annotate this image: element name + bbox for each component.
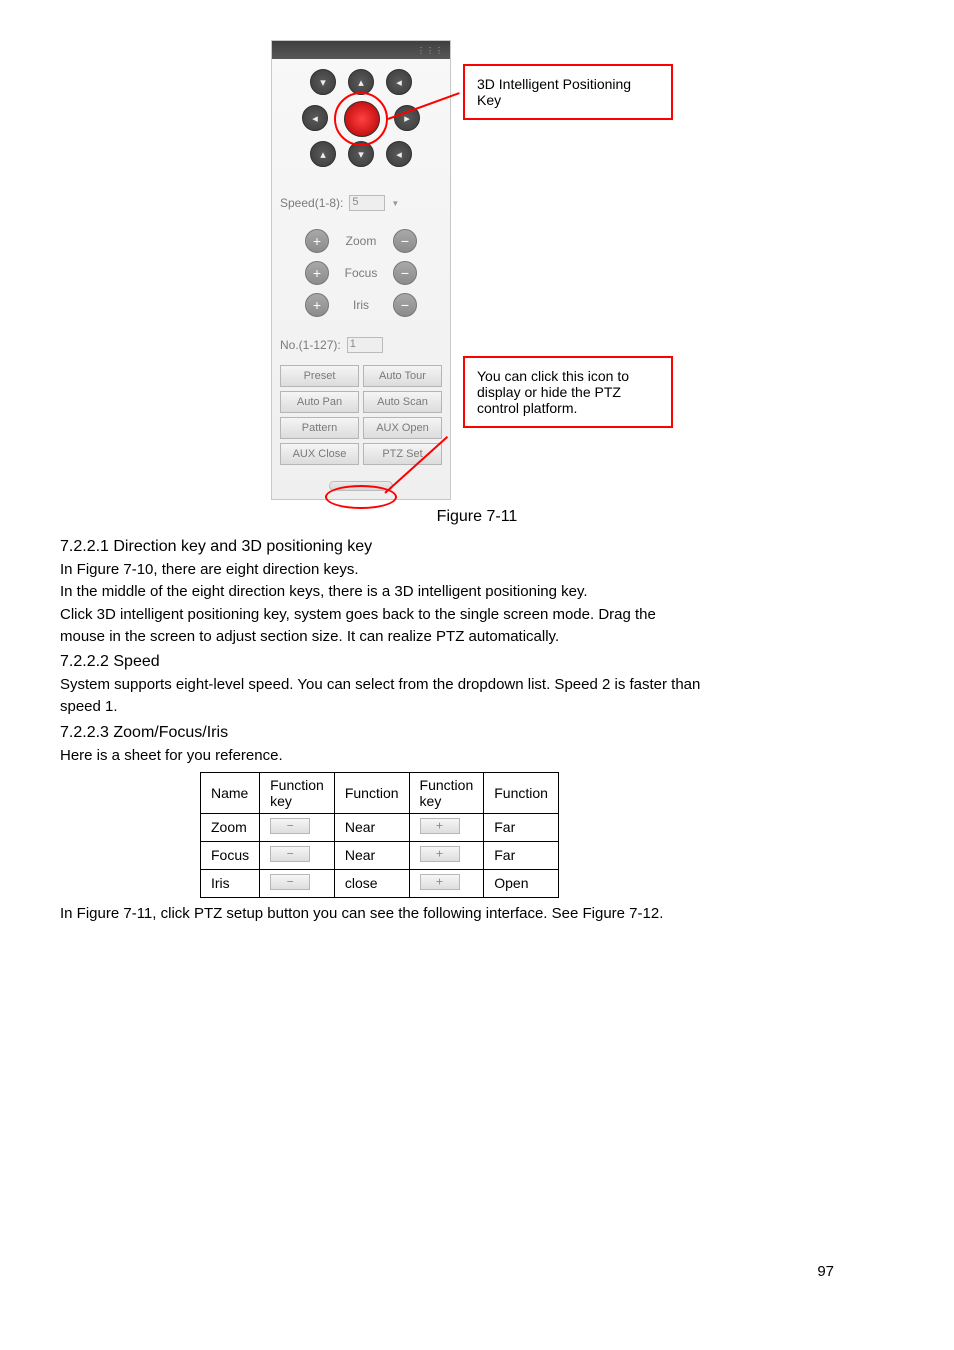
table-header: Function key: [409, 772, 484, 813]
speed-input[interactable]: 5: [349, 195, 385, 211]
callout-text: You can click this icon to: [477, 368, 659, 384]
iris-plus-button[interactable]: +: [305, 293, 329, 317]
auto-scan-button[interactable]: Auto Scan: [363, 391, 442, 413]
table-cell: Near: [334, 813, 409, 841]
table-header-text: key: [420, 793, 442, 809]
iris-minus-button[interactable]: −: [393, 293, 417, 317]
no-label: No.(1-127):: [280, 338, 341, 352]
dir-up-left-button[interactable]: ▾: [310, 69, 336, 95]
table-header: Function key: [260, 772, 335, 813]
iris-label: Iris: [337, 298, 385, 312]
focus-plus-button[interactable]: +: [305, 261, 329, 285]
body-text: Click 3D intelligent positioning key, sy…: [60, 605, 894, 625]
table-row: Zoom Near Far: [201, 813, 559, 841]
preset-button[interactable]: Preset: [280, 365, 359, 387]
plus-key-icon: [420, 818, 460, 834]
table-cell: Focus: [201, 841, 260, 869]
minus-key-icon: [270, 846, 310, 862]
collapse-toggle-button[interactable]: [329, 481, 393, 491]
table-cell: [260, 869, 335, 897]
panel-titlebar[interactable]: ⋮⋮⋮: [272, 41, 450, 59]
table-cell: [260, 813, 335, 841]
callout-text: 3D Intelligent Positioning: [477, 76, 659, 92]
table-cell: Zoom: [201, 813, 260, 841]
table-cell: Iris: [201, 869, 260, 897]
callout-text: display or hide the PTZ: [477, 384, 659, 400]
table-cell: [260, 841, 335, 869]
body-text: speed 1.: [60, 697, 894, 717]
speed-label: Speed(1-8):: [280, 196, 343, 210]
zoom-label: Zoom: [337, 234, 385, 248]
reference-table: Name Function key Function Function key …: [200, 772, 559, 898]
table-row: Name Function key Function Function key …: [201, 772, 559, 813]
direction-pad: ▾ ▴ ◂ ◂ ▸ ▴ ▾ ◂: [272, 59, 450, 189]
auto-tour-button[interactable]: Auto Tour: [363, 365, 442, 387]
dir-up-right-button[interactable]: ◂: [386, 69, 412, 95]
minus-key-icon: [270, 818, 310, 834]
table-cell: Far: [484, 813, 559, 841]
figure-area: ⋮⋮⋮ ▾ ▴ ◂ ◂ ▸ ▴ ▾ ◂: [60, 40, 894, 500]
pattern-button[interactable]: Pattern: [280, 417, 359, 439]
table-cell: [409, 841, 484, 869]
dir-left-button[interactable]: ◂: [302, 105, 328, 131]
dir-down-button[interactable]: ▾: [348, 141, 374, 167]
focus-minus-button[interactable]: −: [393, 261, 417, 285]
drag-handle-icon: ⋮⋮⋮: [417, 46, 444, 55]
table-row: Iris close Open: [201, 869, 559, 897]
body-text: In Figure 7-11, click PTZ setup button y…: [60, 904, 894, 924]
callout-3d-key: 3D Intelligent Positioning Key: [463, 64, 673, 120]
body-text: Here is a sheet for you reference.: [60, 746, 894, 766]
table-cell: [409, 869, 484, 897]
table-row: Focus Near Far: [201, 841, 559, 869]
callout-text: control platform.: [477, 400, 659, 416]
ptz-set-button[interactable]: PTZ Set: [363, 443, 442, 465]
dir-down-left-button[interactable]: ▴: [310, 141, 336, 167]
section-heading: 7.2.2.2 Speed: [60, 653, 894, 671]
zoom-focus-iris-controls: + Zoom − + Focus − + Iris −: [272, 217, 450, 331]
body-text: mouse in the screen to adjust section si…: [60, 627, 894, 647]
auto-pan-button[interactable]: Auto Pan: [280, 391, 359, 413]
plus-key-icon: [420, 846, 460, 862]
body-text: In the middle of the eight direction key…: [60, 582, 894, 602]
callout-text: Key: [477, 92, 659, 108]
no-row: No.(1-127): 1: [272, 331, 450, 359]
dir-down-right-button[interactable]: ◂: [386, 141, 412, 167]
aux-open-button[interactable]: AUX Open: [363, 417, 442, 439]
aux-close-button[interactable]: AUX Close: [280, 443, 359, 465]
dir-up-button[interactable]: ▴: [348, 69, 374, 95]
table-cell: close: [334, 869, 409, 897]
page-number: 97: [817, 1263, 834, 1280]
figure-caption: Figure 7-11: [60, 508, 894, 526]
table-header: Function: [334, 772, 409, 813]
collapse-area: [272, 475, 450, 499]
table-header-text: Function: [270, 777, 324, 793]
no-input[interactable]: 1: [347, 337, 383, 353]
table-cell: Open: [484, 869, 559, 897]
section-heading: 7.2.2.1 Direction key and 3D positioning…: [60, 538, 894, 556]
table-cell: [409, 813, 484, 841]
3d-positioning-button[interactable]: [344, 101, 380, 137]
table-header: Name: [201, 772, 260, 813]
zoom-plus-button[interactable]: +: [305, 229, 329, 253]
ptz-panel: ⋮⋮⋮ ▾ ▴ ◂ ◂ ▸ ▴ ▾ ◂: [271, 40, 451, 500]
body-text: System supports eight-level speed. You c…: [60, 675, 894, 695]
chevron-down-icon[interactable]: ▼: [391, 199, 399, 208]
page: ⋮⋮⋮ ▾ ▴ ◂ ◂ ▸ ▴ ▾ ◂: [60, 40, 894, 1310]
table-cell: Near: [334, 841, 409, 869]
zoom-minus-button[interactable]: −: [393, 229, 417, 253]
minus-key-icon: [270, 874, 310, 890]
table-header: Function: [484, 772, 559, 813]
speed-row: Speed(1-8): 5 ▼: [272, 189, 450, 217]
table-header-text: key: [270, 793, 292, 809]
table-cell: Far: [484, 841, 559, 869]
plus-key-icon: [420, 874, 460, 890]
focus-label: Focus: [337, 266, 385, 280]
body-text: In Figure 7-10, there are eight directio…: [60, 560, 894, 580]
section-heading: 7.2.2.3 Zoom/Focus/Iris: [60, 724, 894, 742]
figure-wrap: ⋮⋮⋮ ▾ ▴ ◂ ◂ ▸ ▴ ▾ ◂: [271, 40, 683, 500]
callout-collapse-icon: You can click this icon to display or hi…: [463, 356, 673, 428]
table-header-text: Function: [420, 777, 474, 793]
